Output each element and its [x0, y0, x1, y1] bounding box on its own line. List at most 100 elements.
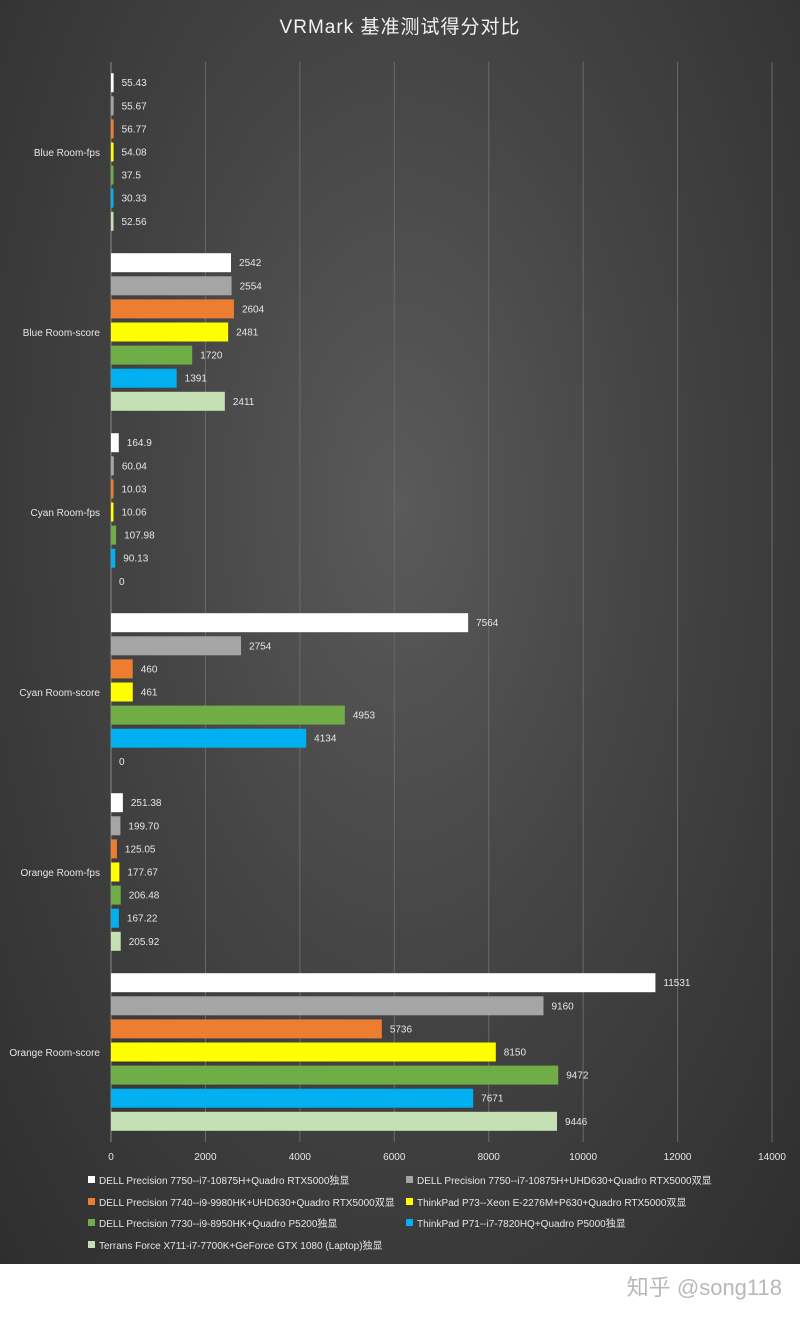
bar: [111, 885, 121, 905]
bar: [111, 862, 120, 882]
legend-label: DELL Precision 7750--i7-10875H+UHD630+Qu…: [417, 1176, 712, 1187]
bar: [111, 433, 119, 453]
data-label: 60.04: [122, 461, 147, 472]
data-label: 2554: [240, 281, 263, 292]
data-label: 37.5: [122, 171, 142, 182]
legend-swatch: [88, 1219, 95, 1227]
legend-item: DELL Precision 7740--i9-9980HK+UHD630+Qu…: [88, 1194, 395, 1209]
data-label: 30.33: [122, 194, 147, 205]
chart-title: VRMark 基准测试得分对比: [279, 17, 521, 38]
category-label: Blue Room-fps: [34, 148, 100, 159]
legend-item: DELL Precision 7750--i7-10875H+Quadro RT…: [88, 1172, 349, 1187]
bar: [111, 1065, 559, 1085]
legend-item: Terrans Force X711-i7-7700K+GeForce GTX …: [88, 1237, 383, 1252]
bar: [111, 345, 193, 365]
data-label: 7671: [481, 1094, 504, 1105]
legend-swatch: [406, 1197, 413, 1205]
bar: [111, 391, 225, 411]
bar: [111, 299, 234, 319]
bar: [111, 119, 114, 139]
data-label: 2481: [236, 328, 259, 339]
bar: [111, 142, 114, 162]
data-label: 461: [141, 688, 158, 699]
data-label: 2604: [242, 304, 265, 315]
bar: [111, 502, 114, 522]
chart-panel: VRMark 基准测试得分对比 0 2000 4000 6000 8000 10000 12…: [0, 0, 800, 1264]
bar: [111, 816, 121, 836]
bar: [111, 1088, 474, 1108]
bar: [111, 728, 307, 748]
legend-swatch: [88, 1176, 95, 1183]
category-label: Cyan Room-score: [19, 688, 100, 699]
bar: [111, 682, 133, 702]
legend-swatch: [406, 1176, 413, 1183]
legend-label: DELL Precision 7730--i9-8950HK+Quadro P5…: [99, 1219, 338, 1231]
bar: [111, 322, 229, 342]
data-label: 8150: [504, 1048, 527, 1059]
bar: [111, 456, 114, 476]
category-label: Orange Room-fps: [21, 868, 100, 879]
legend-label: ThinkPad P73--Xeon E-2276M+P630+Quadro R…: [417, 1197, 687, 1209]
bar: [111, 705, 345, 725]
data-label: 164.9: [127, 438, 152, 449]
bar: [111, 276, 232, 296]
data-label: 205.92: [129, 937, 160, 948]
legend-item: DELL Precision 7730--i9-8950HK+Quadro P5…: [88, 1215, 337, 1230]
data-label: 2754: [249, 641, 272, 652]
bar: [111, 368, 177, 388]
bar: [111, 931, 121, 951]
data-label: 167.22: [127, 914, 158, 925]
data-label: 4953: [353, 711, 376, 722]
data-label: 55.43: [122, 78, 147, 89]
bar: [111, 479, 114, 499]
data-label: 251.38: [131, 798, 162, 809]
bar: [111, 908, 119, 928]
bar: [111, 525, 117, 545]
x-tick-label: 14000: [758, 1152, 786, 1163]
x-tick-label: 6000: [383, 1152, 406, 1163]
bar: [111, 1042, 496, 1062]
legend-label: Terrans Force X711-i7-7700K+GeForce GTX …: [99, 1241, 383, 1253]
x-tick-label: 8000: [478, 1152, 501, 1163]
data-label: 10.06: [122, 508, 147, 519]
data-label: 90.13: [123, 554, 148, 565]
x-tick-label: 0: [108, 1152, 114, 1163]
legend-item: ThinkPad P71--i7-7820HQ+Quadro P5000独显: [406, 1215, 626, 1230]
data-label: 9160: [551, 1001, 574, 1012]
data-label: 125.05: [125, 844, 156, 855]
data-label: 9472: [566, 1071, 589, 1082]
data-label: 460: [141, 664, 158, 675]
legend-label: DELL Precision 7740--i9-9980HK+UHD630+Qu…: [99, 1197, 395, 1209]
data-label: 177.67: [127, 868, 158, 879]
bar: [111, 211, 114, 231]
data-label: 7564: [476, 618, 499, 629]
data-label: 2542: [239, 258, 262, 269]
bar: [111, 1019, 382, 1039]
data-label: 1391: [185, 374, 208, 385]
legend-swatch: [88, 1197, 95, 1205]
bar: [111, 96, 114, 116]
category-label: Cyan Room-fps: [31, 508, 100, 519]
data-label: 9446: [565, 1117, 588, 1128]
data-label: 10.03: [122, 484, 147, 495]
data-label: 199.70: [128, 821, 159, 832]
legend-swatch: [406, 1219, 413, 1227]
data-label: 206.48: [129, 891, 160, 902]
data-label: 2411: [233, 397, 255, 408]
data-label: 56.77: [122, 124, 147, 135]
bar: [111, 613, 469, 633]
bar: [111, 996, 544, 1016]
bar: [111, 1111, 557, 1131]
bar: [111, 73, 114, 93]
x-tick-label: 12000: [664, 1152, 692, 1163]
data-label: 5736: [390, 1024, 413, 1035]
x-tick-label: 10000: [569, 1152, 597, 1163]
bar: [111, 253, 232, 273]
bar: [111, 636, 242, 656]
watermark: 知乎 @song118: [626, 1275, 782, 1300]
legend-item: DELL Precision 7750--i7-10875H+UHD630+Qu…: [406, 1172, 712, 1187]
data-label: 52.56: [122, 217, 147, 228]
bar: [111, 165, 114, 185]
legend-label: ThinkPad P71--i7-7820HQ+Quadro P5000独显: [417, 1219, 626, 1231]
data-label: 0: [119, 757, 125, 768]
